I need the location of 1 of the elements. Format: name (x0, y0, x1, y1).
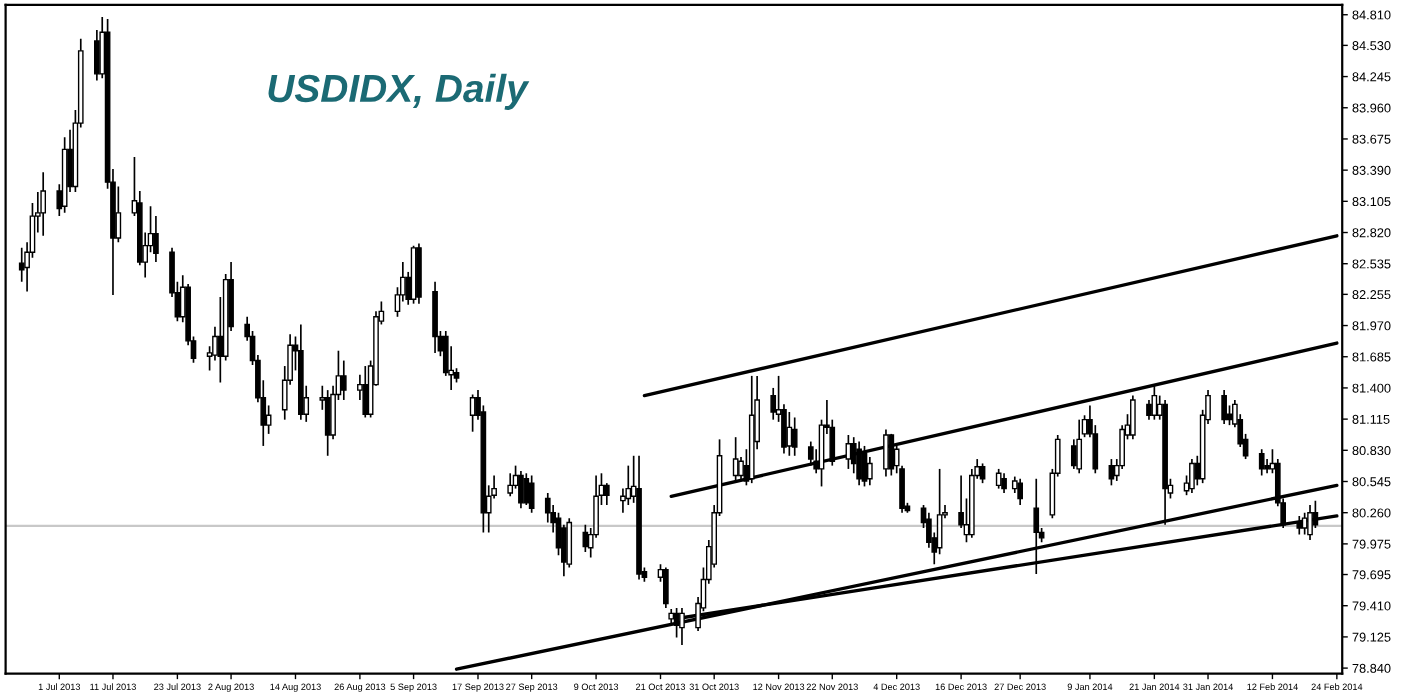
text: USDIDX, Daily (268, 73, 530, 110)
